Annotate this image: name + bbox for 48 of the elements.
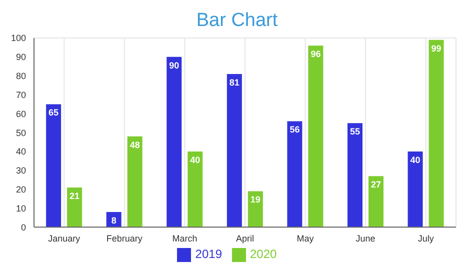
bar bbox=[188, 152, 203, 228]
y-tick-label: 50 bbox=[16, 128, 26, 138]
bar bbox=[368, 176, 384, 228]
x-tick-label: June bbox=[356, 234, 376, 244]
legend-label: 2020 bbox=[250, 247, 277, 262]
data-label: 55 bbox=[350, 126, 360, 137]
y-tick-label: 30 bbox=[16, 166, 26, 176]
data-label: 40 bbox=[410, 154, 420, 165]
y-tick-label: 20 bbox=[16, 184, 26, 195]
data-label: 21 bbox=[70, 190, 80, 201]
data-label: 65 bbox=[48, 108, 59, 118]
x-tick-label: January bbox=[48, 234, 81, 244]
bar bbox=[46, 104, 62, 228]
y-tick-label: 10 bbox=[16, 203, 26, 214]
y-tick-label: 90 bbox=[16, 52, 26, 62]
y-tick-label: 70 bbox=[16, 90, 26, 100]
data-label: 90 bbox=[169, 60, 180, 70]
bar bbox=[347, 123, 362, 228]
y-tick-label: 40 bbox=[16, 146, 26, 157]
data-label: 81 bbox=[229, 77, 240, 88]
bar bbox=[166, 56, 182, 228]
x-tick-label: February bbox=[106, 234, 143, 244]
bar bbox=[248, 191, 263, 228]
bar bbox=[308, 46, 324, 228]
data-label: 48 bbox=[130, 140, 140, 150]
y-tick-label: 100 bbox=[10, 33, 26, 44]
bar bbox=[226, 74, 242, 228]
x-tick-label: July bbox=[418, 234, 434, 244]
bar bbox=[67, 187, 82, 228]
data-label: 8 bbox=[111, 215, 116, 226]
x-tick-label: April bbox=[236, 234, 254, 244]
data-label: 56 bbox=[290, 124, 300, 135]
data-label: 19 bbox=[250, 194, 260, 205]
bar bbox=[408, 152, 423, 228]
y-tick-label: 60 bbox=[16, 108, 26, 119]
y-tick-label: 80 bbox=[16, 71, 26, 82]
y-tick-label: 0 bbox=[20, 222, 26, 232]
x-tick-label: March bbox=[172, 234, 198, 244]
data-label: 27 bbox=[370, 179, 381, 190]
bar bbox=[127, 136, 142, 228]
data-label: 40 bbox=[190, 154, 200, 165]
data-label: 99 bbox=[431, 43, 442, 54]
bar bbox=[287, 121, 302, 228]
bar bbox=[428, 40, 444, 228]
chart-title: Bar Chart bbox=[195, 9, 279, 33]
legend-label: 2019 bbox=[195, 247, 222, 262]
x-tick-label: May bbox=[296, 234, 314, 244]
data-label: 96 bbox=[310, 48, 321, 59]
